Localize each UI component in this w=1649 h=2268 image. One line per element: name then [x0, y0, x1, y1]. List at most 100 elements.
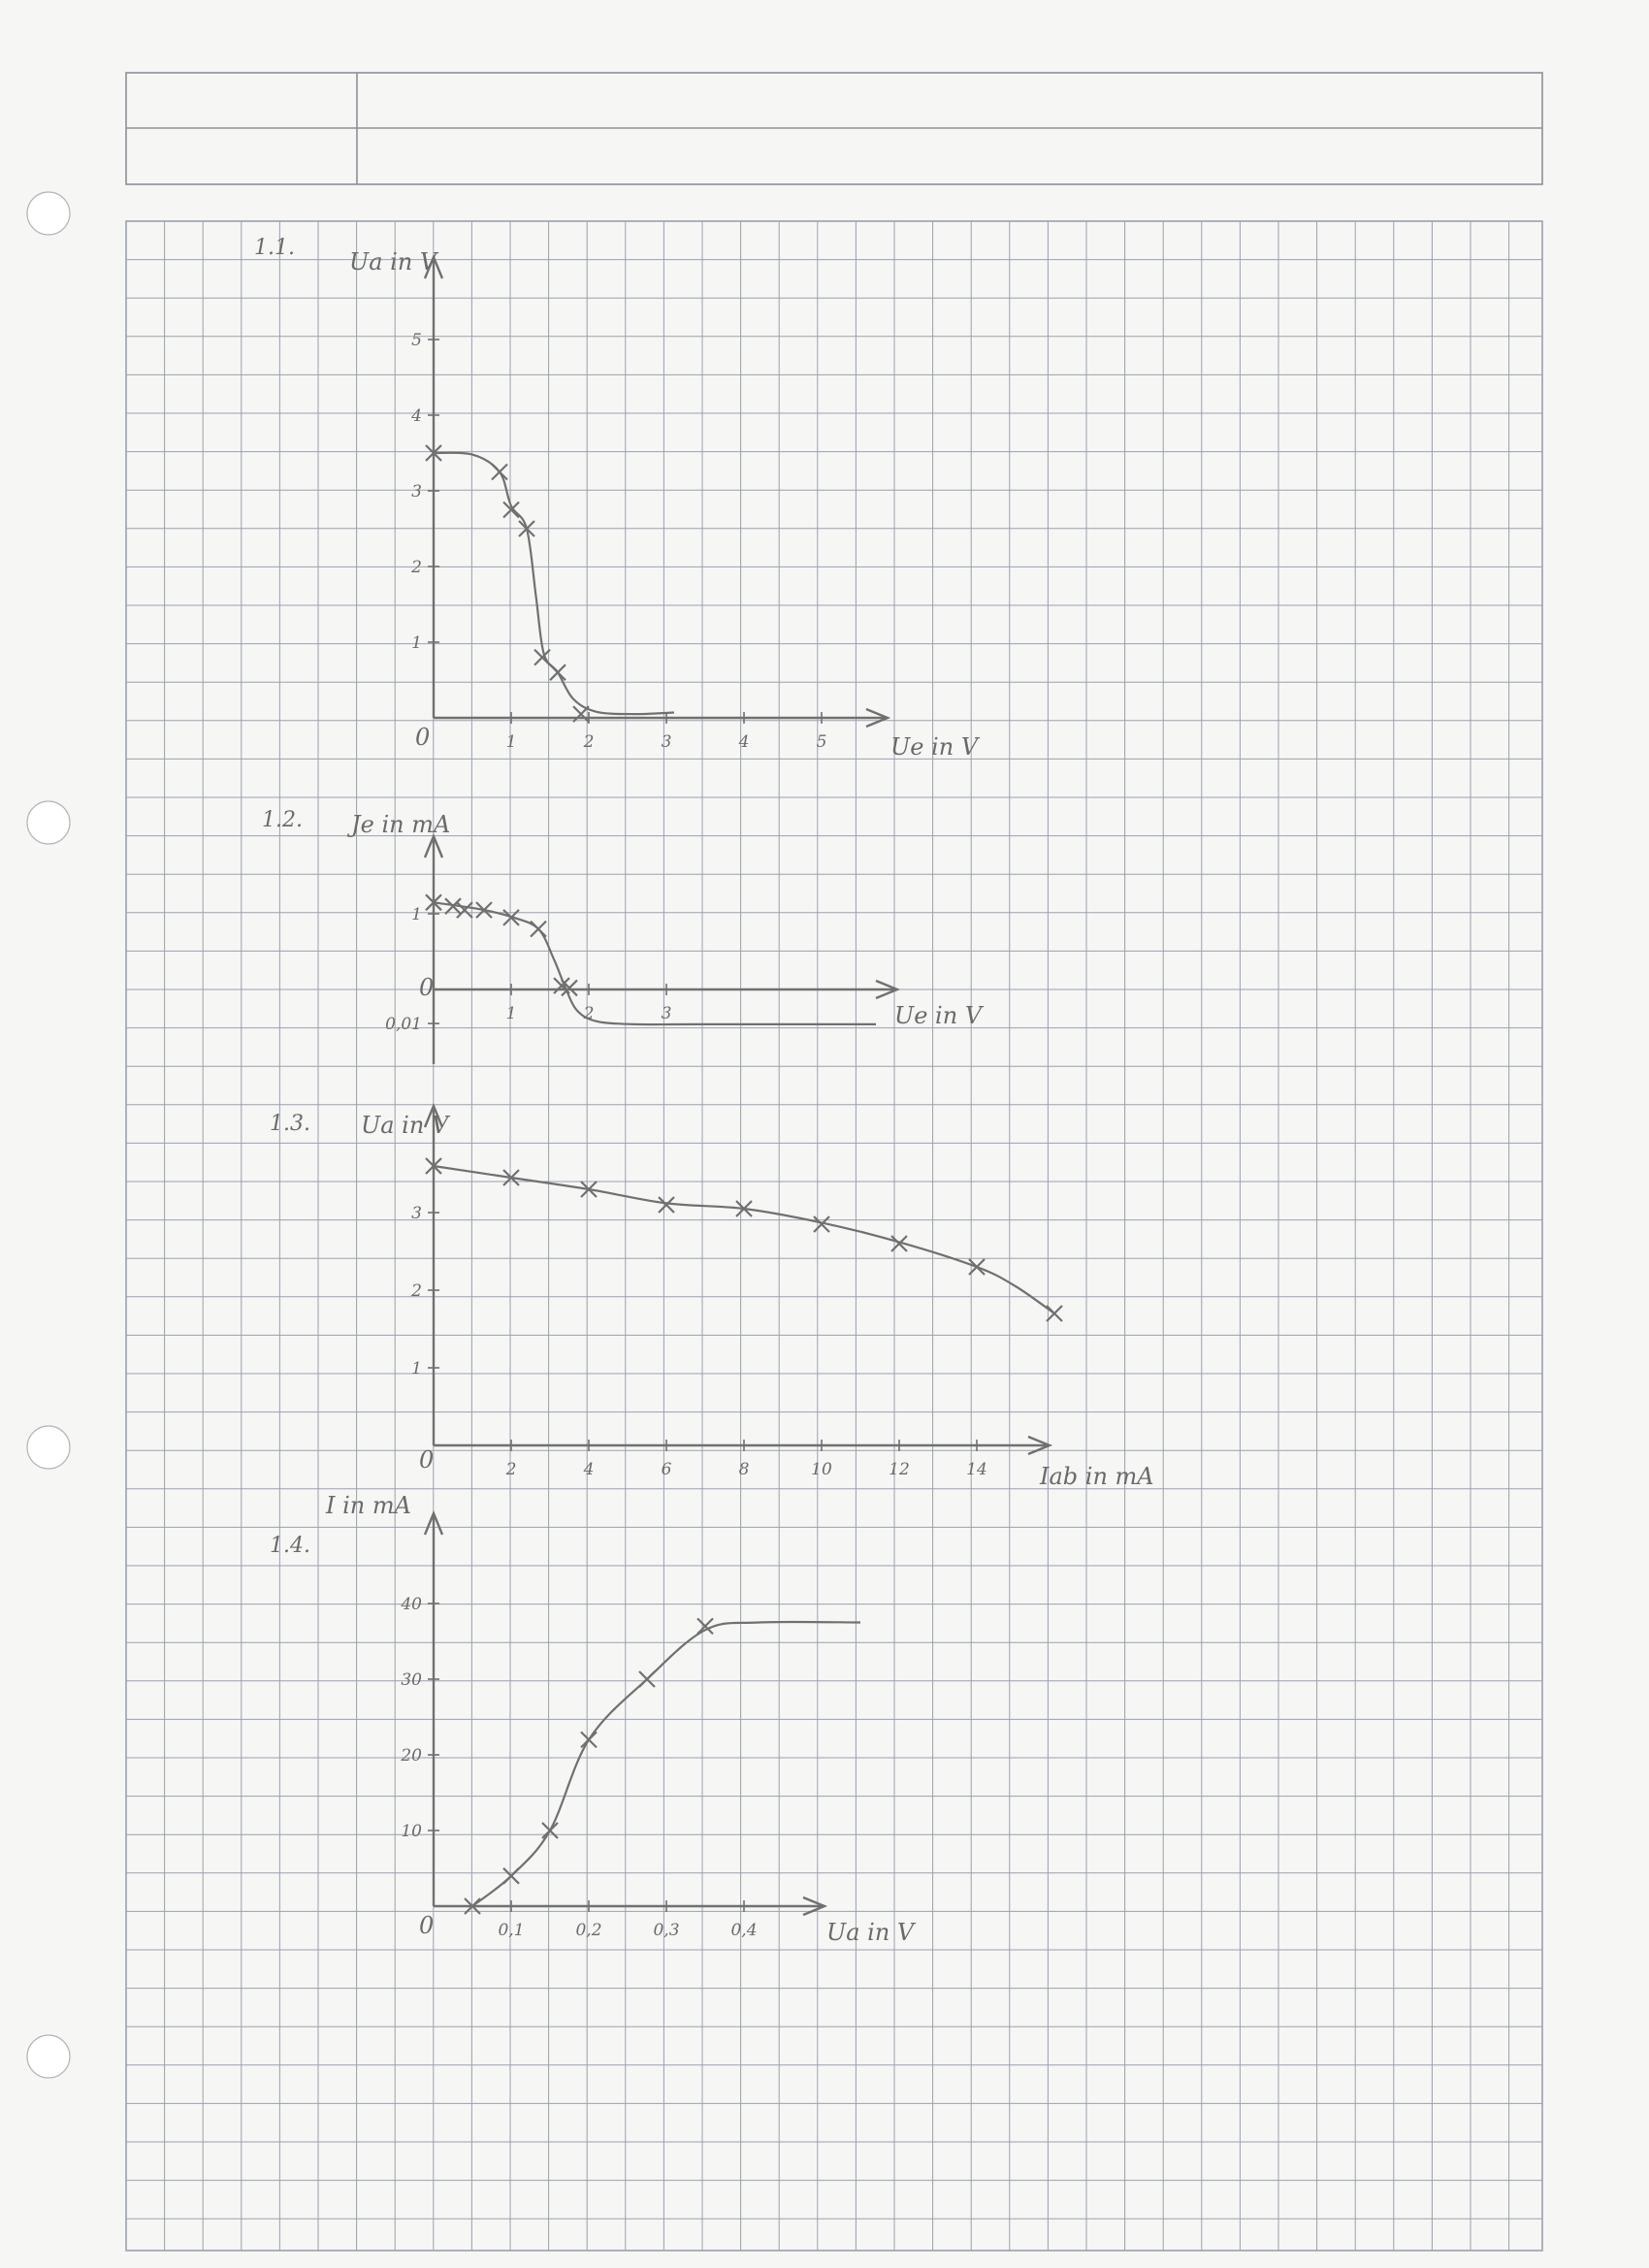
- binder-hole-icon: [26, 2034, 71, 2079]
- x-axis-arrow-icon: [875, 979, 901, 1000]
- origin-label: 0: [419, 1912, 434, 1939]
- series-line: [433, 901, 876, 1026]
- x-tick-label: 4: [738, 732, 750, 752]
- y-axis-arrow-icon: [423, 253, 444, 279]
- x-axis-label: Iab in mA: [1039, 1463, 1154, 1490]
- y-tick-label: 10: [401, 1822, 422, 1841]
- binder-holes: [26, 191, 71, 2079]
- binder-hole-icon: [26, 800, 71, 845]
- section-label: 1.4.: [270, 1534, 310, 1558]
- data-point-marker: [572, 705, 590, 723]
- data-point-marker: [425, 893, 442, 912]
- x-tick-label: 0,3: [653, 1921, 679, 1940]
- x-axis-arrow-icon: [1027, 1435, 1053, 1456]
- chart-c4: 1.4. I in mA Ua in V 0 0,1 0,2 0,3 0,4 10 20 30 40: [270, 1492, 917, 1946]
- x-tick-label: 8: [739, 1460, 750, 1479]
- data-point-marker: [813, 1215, 830, 1233]
- y-tick-label: 3: [411, 482, 422, 502]
- data-point-marker: [491, 463, 508, 481]
- data-point-marker: [530, 920, 547, 938]
- data-point-marker: [580, 1181, 598, 1198]
- section-label: 1.3.: [270, 1112, 310, 1136]
- chart-c1: 1.1. Ua in V Ue in V 0 1 2 3 4 5 1 2 3 4 5: [254, 236, 981, 761]
- y-axis-label: Ua in V: [349, 248, 439, 275]
- data-point-marker: [464, 1897, 481, 1915]
- x-axis-arrow-icon: [802, 1895, 828, 1917]
- data-point-marker: [475, 901, 493, 919]
- origin-label: 0: [419, 974, 434, 1001]
- data-point-marker: [890, 1235, 908, 1252]
- data-point-marker: [1046, 1305, 1063, 1322]
- data-point-marker: [658, 1196, 675, 1214]
- y-tick-label: 30: [401, 1670, 422, 1690]
- y-tick-label: 1: [411, 905, 422, 924]
- y-axis-label: Je in mA: [346, 811, 450, 838]
- data-point-marker: [534, 648, 551, 666]
- data-point-marker: [425, 444, 442, 462]
- x-tick-label: 1: [506, 732, 517, 752]
- y-tick-label: 1: [411, 633, 422, 653]
- y-tick-label: 5: [411, 331, 422, 350]
- header-table: [125, 72, 1543, 185]
- x-tick-label: 10: [811, 1460, 832, 1479]
- x-axis-arrow-icon: [865, 707, 891, 729]
- y-axis-label: I in mA: [325, 1492, 411, 1519]
- x-tick-label: 0,2: [575, 1921, 601, 1940]
- y-tick-label: 2: [410, 558, 422, 577]
- x-tick-label: 14: [966, 1460, 987, 1479]
- x-tick-label: 1: [506, 1004, 517, 1023]
- x-axis-label: Ue in V: [894, 1002, 985, 1029]
- y-axis-arrow-icon: [423, 1509, 444, 1536]
- data-point-marker: [561, 979, 578, 997]
- y-axis-arrow-icon: [423, 1102, 444, 1128]
- x-tick-label: 6: [662, 1460, 672, 1479]
- x-tick-label: 3: [662, 732, 672, 752]
- y-tick-label: 1: [411, 1359, 422, 1378]
- y-axis-label: Ua in V: [361, 1112, 451, 1139]
- x-axis-label: Ua in V: [826, 1919, 917, 1946]
- y-tick-label: 20: [400, 1746, 422, 1766]
- x-tick-label: 3: [662, 1004, 672, 1023]
- origin-label: 0: [415, 724, 430, 751]
- data-point-marker: [638, 1670, 656, 1688]
- grid-border: [125, 220, 1543, 2252]
- section-label: 1.1.: [254, 236, 295, 260]
- x-tick-label: 0,1: [498, 1921, 524, 1940]
- series-line: [433, 1164, 1055, 1314]
- x-tick-label: 2: [583, 1004, 595, 1023]
- data-point-marker: [580, 1731, 598, 1749]
- binder-hole-icon: [26, 191, 71, 236]
- y-tick-label: 2: [410, 1281, 422, 1301]
- y-tick-label: 4: [410, 406, 422, 426]
- origin-label: 0: [419, 1446, 434, 1474]
- binder-hole-icon: [26, 1425, 71, 1470]
- data-point-marker: [502, 1169, 520, 1186]
- data-point-marker: [502, 909, 520, 926]
- data-point-marker: [549, 664, 566, 681]
- y-axis-arrow-icon: [423, 832, 444, 859]
- x-tick-label: 12: [889, 1460, 910, 1479]
- series-line: [471, 1620, 861, 1907]
- data-point-marker: [444, 897, 462, 915]
- section-label: 1.2.: [262, 808, 303, 832]
- data-point-marker: [502, 1867, 520, 1885]
- y-tick-label: 40: [400, 1595, 422, 1614]
- chart-c2: 1.2. Je in mA Ue in V 0 1 2 3 1 0,01: [262, 808, 985, 1064]
- x-tick-label: 2: [583, 732, 595, 752]
- data-point-marker: [502, 501, 520, 519]
- data-point-marker: [518, 520, 535, 537]
- x-tick-label: 4: [583, 1460, 595, 1479]
- data-point-marker: [696, 1617, 714, 1636]
- y-tick-label: 3: [411, 1204, 422, 1223]
- data-point-marker: [425, 1157, 442, 1175]
- x-axis-label: Ue in V: [890, 733, 981, 761]
- y-tick-label: 0,01: [385, 1015, 422, 1034]
- x-tick-label: 5: [817, 732, 827, 752]
- data-point-marker: [456, 901, 473, 919]
- x-tick-label: 0,4: [730, 1921, 757, 1940]
- data-point-marker: [541, 1822, 559, 1839]
- graph-grid: [125, 220, 1543, 2252]
